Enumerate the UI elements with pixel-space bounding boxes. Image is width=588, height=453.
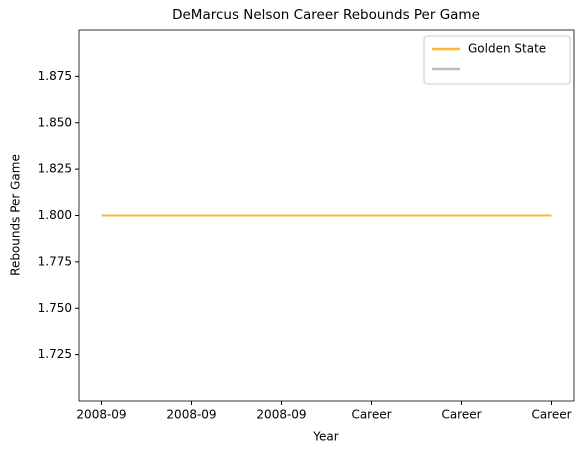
x-tick-label: Career	[441, 408, 481, 422]
x-tick-label: 2008-09	[256, 408, 306, 422]
plot-frame	[78, 29, 575, 402]
y-tick-label: 1.850	[38, 115, 72, 129]
y-tick-label: 1.825	[38, 162, 72, 176]
y-tick-label: 1.725	[38, 347, 72, 361]
y-tick-label: 1.750	[38, 301, 72, 315]
y-tick-label: 1.775	[38, 254, 72, 268]
x-tick-label: Career	[531, 408, 571, 422]
legend-label: Golden State	[468, 42, 546, 56]
x-tick-label: 2008-09	[76, 408, 126, 422]
legend-box	[423, 35, 571, 85]
y-tick-label: 1.875	[38, 69, 72, 83]
x-axis-label: Year	[312, 430, 338, 444]
y-axis-label: Rebounds Per Game	[9, 154, 23, 276]
y-tick-label: 1.800	[38, 208, 72, 222]
x-tick-label: 2008-09	[166, 408, 216, 422]
x-tick-label: Career	[351, 408, 391, 422]
chart-title: DeMarcus Nelson Career Rebounds Per Game	[172, 7, 480, 23]
